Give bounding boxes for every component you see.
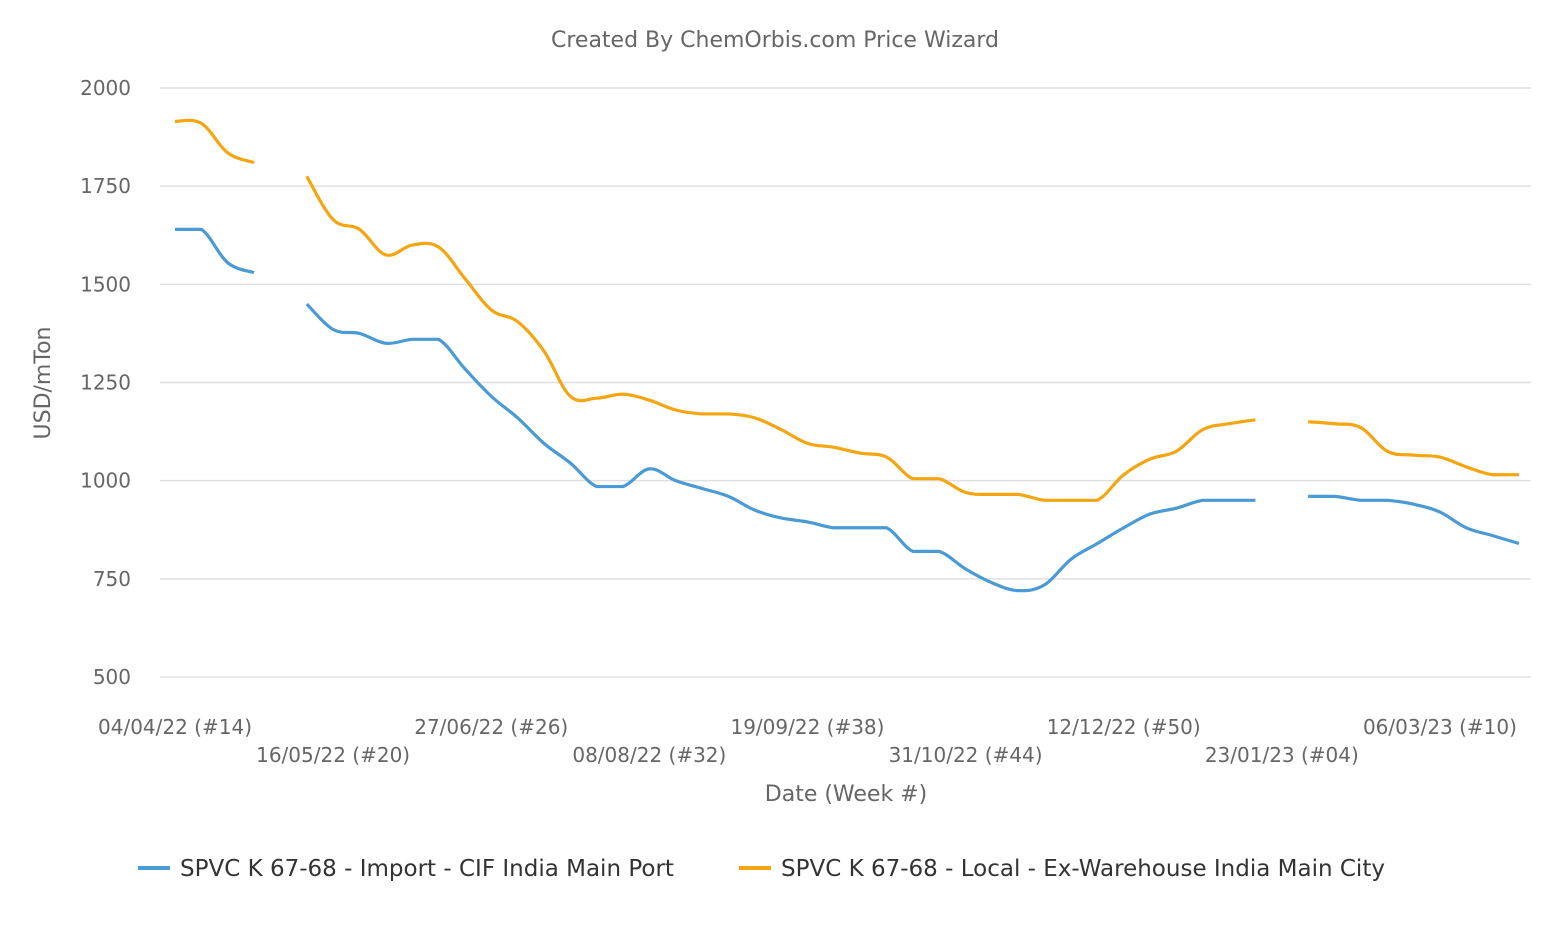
- series-line-1: [305, 175, 1256, 502]
- y-tick-label: 1000: [80, 469, 131, 493]
- legend-label-local: SPVC K 67-68 - Local - Ex-Warehouse Indi…: [781, 856, 1385, 882]
- y-tick-label: 1250: [80, 371, 131, 395]
- x-tick-label: 06/03/23 (#10): [1363, 715, 1517, 739]
- x-tick-label: 08/08/22 (#32): [572, 743, 726, 767]
- legend-item-import[interactable]: SPVC K 67-68 - Import - CIF India Main P…: [138, 856, 674, 882]
- x-tick-label: 04/04/22 (#14): [98, 715, 252, 739]
- x-tick-label: 12/12/22 (#50): [1047, 715, 1201, 739]
- y-tick-label: 1500: [80, 272, 131, 296]
- x-tick-label: 19/09/22 (#38): [730, 715, 884, 739]
- chart-title: Created By ChemOrbis.com Price Wizard: [551, 28, 999, 53]
- series-line-0: [305, 302, 1256, 593]
- series-line-0: [1308, 494, 1520, 546]
- legend-item-local[interactable]: SPVC K 67-68 - Local - Ex-Warehouse Indi…: [739, 856, 1385, 882]
- legend-label-import: SPVC K 67-68 - Import - CIF India Main P…: [180, 856, 674, 882]
- series-lines: [174, 118, 1520, 593]
- y-tick-label: 2000: [80, 76, 131, 100]
- x-axis-title: Date (Week #): [765, 782, 927, 807]
- y-tick-label: 1750: [80, 174, 131, 198]
- x-tick-label: 31/10/22 (#44): [889, 743, 1043, 767]
- x-tick-label: 16/05/22 (#20): [256, 743, 410, 767]
- y-tick-label: 750: [93, 567, 131, 591]
- x-tick-label: 27/06/22 (#26): [414, 715, 568, 739]
- legend: SPVC K 67-68 - Import - CIF India Main P…: [138, 856, 1385, 882]
- grid-lines: [160, 87, 1531, 678]
- x-tick-label: 23/01/23 (#04): [1205, 743, 1359, 767]
- y-tick-label: 500: [93, 665, 131, 689]
- y-axis-title: USD/mTon: [31, 327, 56, 440]
- series-line-1: [174, 118, 255, 165]
- series-line-1: [1308, 420, 1519, 477]
- y-axis-ticks: 500 750 1000 1250 1500 1750 2000: [80, 76, 131, 689]
- x-axis-ticks: 04/04/22 (#14)16/05/22 (#20)27/06/22 (#2…: [98, 715, 1517, 767]
- series-line-0: [174, 227, 255, 275]
